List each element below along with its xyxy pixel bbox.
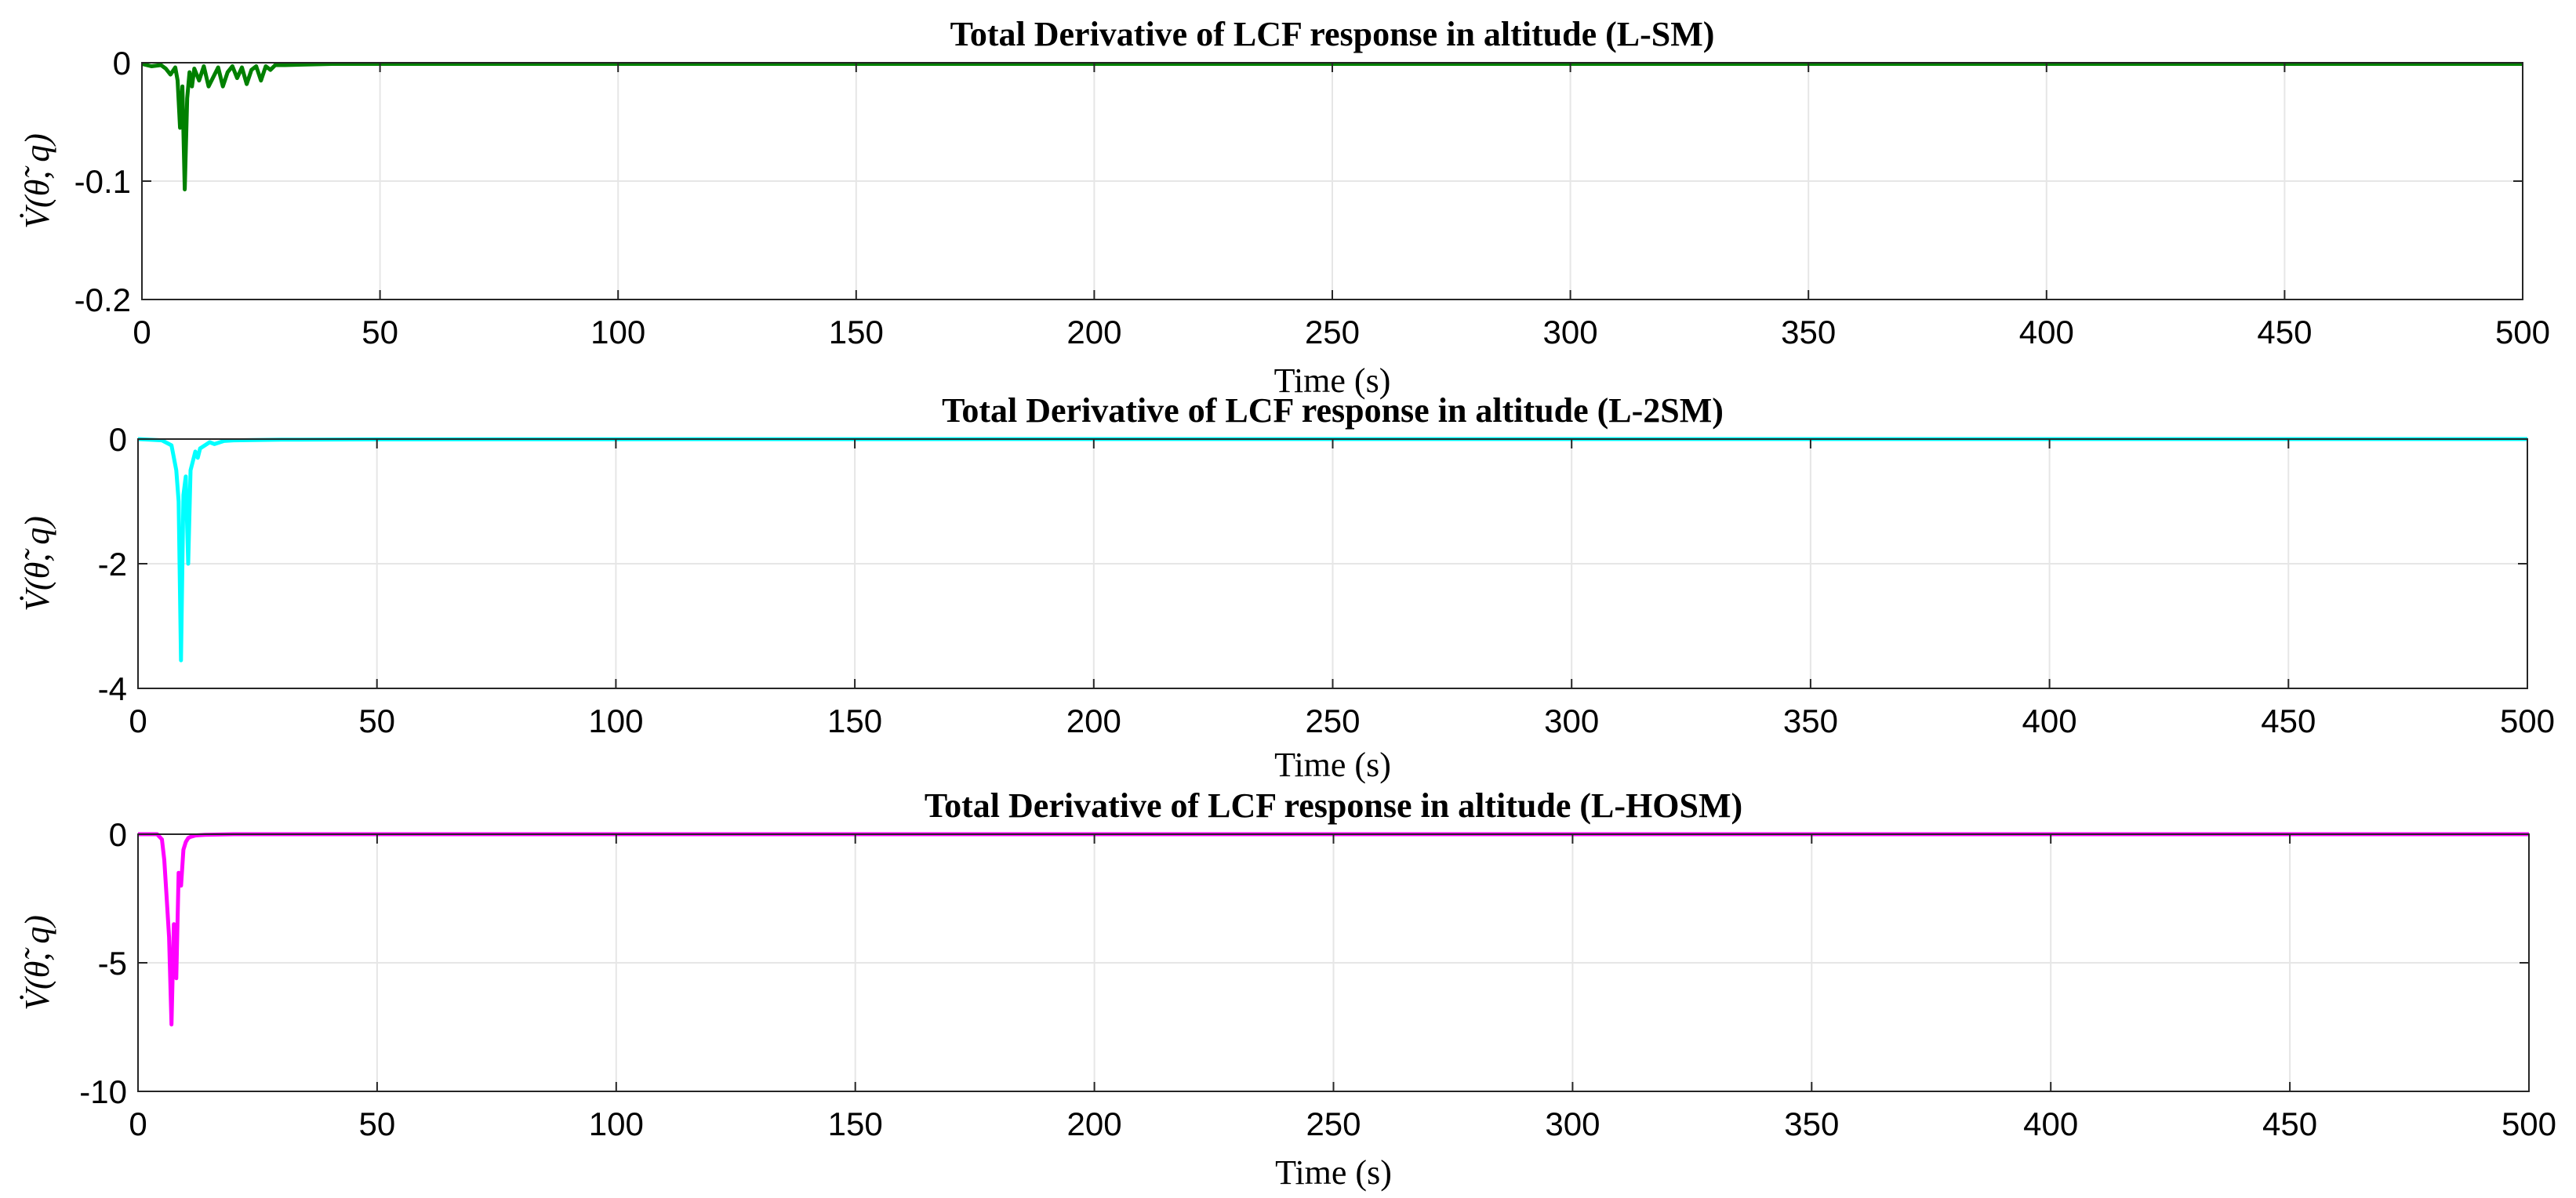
x-tick-label: 300 bbox=[1543, 314, 1598, 350]
x-tick-label: 300 bbox=[1544, 702, 1599, 739]
y-tick-label: -10 bbox=[79, 1073, 127, 1110]
x-tick-label: 0 bbox=[129, 702, 147, 739]
chart-title: Total Derivative of LCF response in alti… bbox=[942, 391, 1724, 430]
y-tick-label: 0 bbox=[109, 816, 127, 853]
x-tick-label: 300 bbox=[1545, 1105, 1600, 1142]
x-tick-label: 350 bbox=[1783, 702, 1838, 739]
chart-panel-l-hosm: 0 50 100 150 200 250 300 350 400 450 500 0 -5 -10 Tota… bbox=[18, 786, 2556, 1192]
x-tick-label: 50 bbox=[362, 314, 398, 350]
x-tick-label: 50 bbox=[359, 1105, 396, 1142]
y-tick-label: -0.1 bbox=[74, 163, 131, 200]
x-tick-label: 350 bbox=[1784, 1105, 1839, 1142]
x-axis-label: Time (s) bbox=[1275, 1153, 1392, 1192]
y-tick-label: 0 bbox=[109, 421, 127, 458]
x-tick-label: 150 bbox=[827, 702, 882, 739]
y-tick-label: -4 bbox=[98, 670, 127, 707]
x-tick-label: 200 bbox=[1067, 1105, 1122, 1142]
x-tick-label: 400 bbox=[2019, 314, 2074, 350]
x-tick-label: 250 bbox=[1306, 1105, 1361, 1142]
y-axis-label: V̇(θ̃, q) bbox=[18, 516, 56, 612]
y-tick-label: 0 bbox=[113, 45, 131, 82]
x-tick-label: 400 bbox=[2023, 1105, 2078, 1142]
chart-title: Total Derivative of LCF response in alti… bbox=[925, 786, 1742, 825]
y-axis-label: V̇(θ̃, q) bbox=[18, 915, 56, 1011]
x-tick-label: 450 bbox=[2262, 1105, 2317, 1142]
x-tick-label: 500 bbox=[2500, 702, 2555, 739]
x-tick-label: 250 bbox=[1305, 702, 1360, 739]
x-tick-label: 400 bbox=[2022, 702, 2077, 739]
y-tick-label: -5 bbox=[98, 945, 127, 982]
x-tick-label: 0 bbox=[133, 314, 151, 350]
x-tick-label: 150 bbox=[828, 1105, 883, 1142]
x-tick-label: 250 bbox=[1305, 314, 1360, 350]
x-tick-label: 500 bbox=[2495, 314, 2550, 350]
chart-panel-l-2sm: 0 50 100 150 200 250 300 350 400 450 500 0 -2 -4 Total… bbox=[18, 391, 2555, 784]
x-tick-label: 350 bbox=[1781, 314, 1836, 350]
x-tick-label: 500 bbox=[2502, 1105, 2556, 1142]
x-tick-label: 50 bbox=[358, 702, 395, 739]
x-tick-label: 450 bbox=[2261, 702, 2316, 739]
y-tick-label: -0.2 bbox=[74, 281, 131, 318]
x-tick-label: 0 bbox=[129, 1105, 147, 1142]
y-axis-label: V̇(θ̃, q) bbox=[18, 133, 56, 229]
x-tick-label: 450 bbox=[2257, 314, 2312, 350]
x-tick-label: 150 bbox=[829, 314, 884, 350]
x-axis-label: Time (s) bbox=[1274, 361, 1391, 400]
y-tick-label: -2 bbox=[98, 546, 127, 583]
x-tick-label: 100 bbox=[588, 702, 643, 739]
series-line-l-sm bbox=[141, 62, 2523, 192]
x-tick-label: 100 bbox=[589, 1105, 644, 1142]
chart-title: Total Derivative of LCF response in alti… bbox=[950, 15, 1715, 53]
x-axis-label: Time (s) bbox=[1274, 746, 1391, 784]
x-tick-label: 100 bbox=[590, 314, 645, 350]
x-tick-label: 200 bbox=[1066, 702, 1121, 739]
chart-panel-l-sm: 0 50 100 150 200 250 300 350 400 450 500 0 -0.1 -0.2 T… bbox=[18, 15, 2550, 400]
x-tick-label: 200 bbox=[1066, 314, 1121, 350]
